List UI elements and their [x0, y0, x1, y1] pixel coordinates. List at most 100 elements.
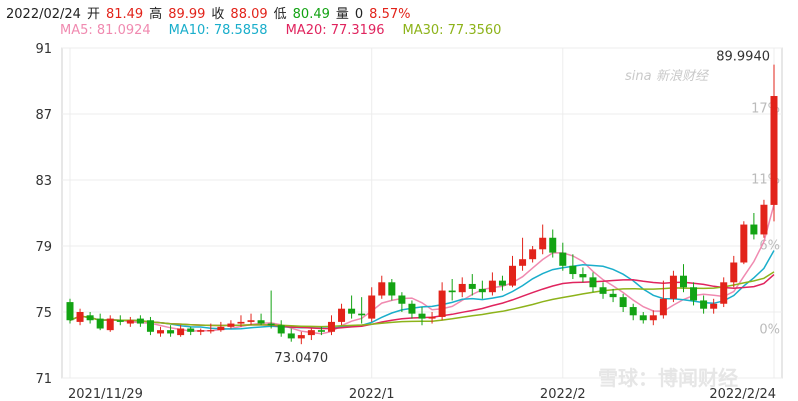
candle-body: [217, 326, 225, 331]
candle-body: [509, 265, 517, 286]
high-value: 89.99: [168, 7, 206, 22]
candle-body: [468, 283, 476, 289]
candle-body: [307, 330, 315, 336]
y-tick-label: 83: [35, 174, 52, 189]
candle-body: [338, 308, 346, 322]
quote-header: 2022/02/24 开 81.49 高 89.99 收 88.09 低 80.49 量 0 8.57…: [6, 3, 416, 22]
candle-body: [388, 282, 396, 296]
ma30-label: MA30: 77.3560: [402, 23, 502, 38]
candle-body: [116, 320, 124, 322]
open-value: 81.49: [105, 7, 144, 22]
candle-body: [146, 320, 154, 332]
candle-body: [458, 283, 466, 293]
close-label: 收: [211, 7, 225, 22]
candle-body: [408, 303, 416, 314]
candle-body: [277, 325, 285, 334]
candle-body: [700, 300, 708, 309]
candle-body: [428, 316, 436, 319]
y-tick-label: 71: [35, 372, 52, 387]
candle-body: [770, 96, 778, 205]
volume-label: 量: [335, 7, 349, 22]
candle-body: [418, 313, 426, 319]
candle-body: [257, 320, 265, 324]
candle-body: [649, 315, 657, 321]
candle-body: [267, 323, 275, 326]
candle-body: [368, 295, 376, 319]
x-tick-label: 2022/1: [349, 387, 395, 401]
candle-body: [197, 330, 205, 332]
ma10-label: MA10: 78.5858: [168, 23, 268, 38]
candle-body: [750, 224, 758, 235]
right-tick-label: 0%: [759, 323, 780, 338]
min-annotation: 73.0470: [274, 351, 328, 366]
candle-body: [76, 312, 84, 322]
candle-body: [247, 320, 255, 322]
candle-body: [740, 224, 748, 263]
watermark-sina: sina: [625, 69, 652, 84]
candle-body: [760, 204, 768, 235]
candle-body: [66, 302, 74, 321]
quote-date: 2022/02/24: [6, 7, 81, 22]
candle-body: [136, 318, 144, 324]
candle-body: [639, 315, 647, 321]
low-value: 80.49: [292, 7, 330, 22]
candle-body: [579, 274, 587, 278]
candle-body: [348, 308, 356, 314]
candle-body: [398, 295, 406, 304]
candles: [66, 64, 778, 345]
candle-body: [237, 321, 245, 324]
y-tick-label: 75: [35, 306, 52, 321]
open-label: 开: [86, 7, 100, 22]
candle-body: [498, 280, 506, 286]
volume-value: 0: [354, 7, 364, 22]
candle-body: [720, 282, 728, 304]
watermark: sina 新浪财经 雪球：博闻财经: [598, 68, 738, 390]
x-tick-label: 2022/2: [540, 387, 586, 401]
annotations: 89.9940 73.0470: [274, 50, 770, 367]
candle-body: [659, 298, 667, 316]
x-tick-label: 2021/11/29: [68, 387, 143, 401]
ma-legend: MA5: 81.0924 MA10: 78.5858 MA20: 77.3196 MA…: [60, 23, 519, 38]
candle-body: [317, 330, 325, 332]
candle-body: [86, 315, 94, 321]
close-value: 88.09: [230, 7, 268, 22]
y-tick-label: 87: [35, 108, 52, 123]
x-tick-label: 2022/2/24: [709, 387, 776, 401]
candle-body: [358, 313, 366, 316]
candle-body: [438, 290, 446, 317]
change-percent: 8.57%: [369, 7, 411, 22]
candle-body: [327, 321, 335, 332]
candle-body: [730, 262, 738, 283]
candle-body: [559, 252, 567, 266]
candle-body: [669, 275, 677, 299]
candle-body: [599, 287, 607, 294]
candle-body: [549, 237, 557, 253]
candle-body: [619, 297, 627, 308]
y-tick-label: 79: [35, 240, 52, 255]
candle-body: [539, 237, 547, 250]
candle-body: [488, 280, 496, 293]
watermark-bottom: 雪球：博闻财经: [598, 366, 738, 390]
candle-body: [589, 277, 597, 288]
candle-body: [96, 318, 104, 329]
candle-body: [167, 330, 175, 334]
low-label: 低: [273, 7, 287, 22]
candle-body: [106, 318, 114, 331]
high-label: 高: [149, 7, 163, 22]
candle-body: [679, 275, 687, 288]
candle-body: [629, 307, 637, 316]
candle-body: [609, 293, 617, 298]
watermark-brand: 新浪财经: [656, 68, 710, 84]
ma10-line: [69, 250, 775, 330]
candle-body: [157, 330, 165, 334]
candle-body: [448, 290, 456, 293]
candle-body: [378, 282, 386, 296]
y-axis: 91 87 83 79 75 71: [35, 42, 52, 387]
candle-body: [126, 320, 134, 324]
candle-body: [710, 303, 718, 309]
candle-body: [207, 330, 215, 332]
plot-frame: [61, 47, 783, 379]
max-annotation: 89.9940: [716, 50, 770, 65]
candle-body: [177, 328, 185, 336]
